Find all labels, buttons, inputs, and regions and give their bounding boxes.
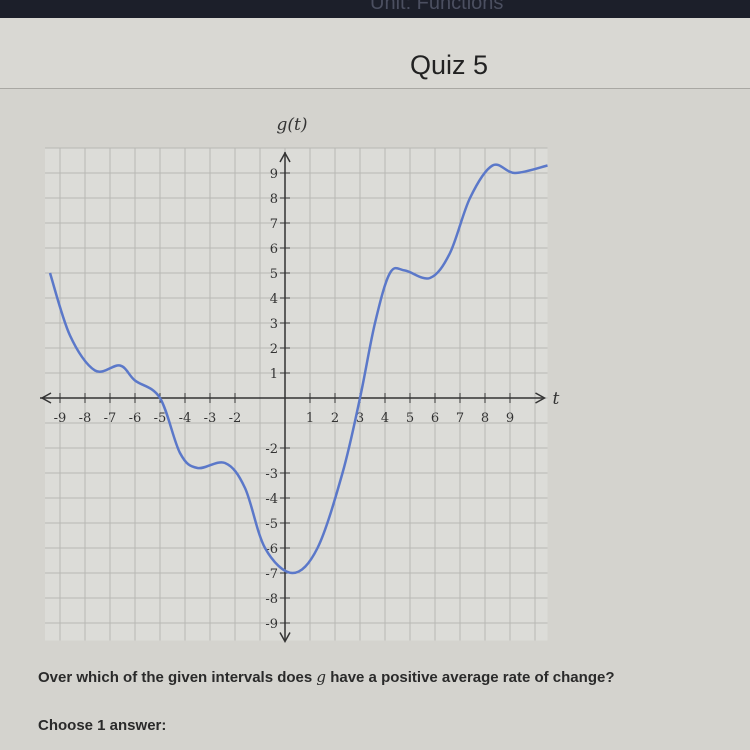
y-tick-label: -4 [265,492,278,507]
x-tick-label: 2 [331,411,339,426]
x-axis-arrow [535,392,547,404]
plot-area [45,148,548,641]
x-tick-label: 3 [356,411,364,426]
y-tick-label: 5 [270,267,278,282]
page-title: Quiz 5 [410,50,489,80]
x-tick-label: 1 [306,411,314,426]
x-axis-arrow-left [40,392,52,404]
y-tick-label: 6 [270,242,278,257]
y-tick-label: 8 [270,192,278,207]
y-axis-arrow-bottom [279,632,291,644]
x-tick-label: 6 [431,411,439,426]
choose-label: Choose 1 answer: [38,717,167,734]
y-axis-label: g(t) [277,115,308,135]
x-tick-label: 4 [381,411,389,426]
question-before: Over which of the given intervals does [38,669,317,686]
x-axis-label: t [553,389,560,409]
y-tick-label: -7 [265,567,278,582]
x-tick-label: 9 [506,411,514,426]
y-tick-label: 7 [270,217,278,232]
function-curve [48,163,548,575]
question-text: Over which of the given intervals does g… [38,668,614,686]
y-tick-label: -8 [265,592,278,607]
top-bar: Unit: Functions [0,0,750,18]
y-tick-label: -2 [265,442,278,457]
header: Quiz 5 [0,18,750,89]
y-tick-label: -9 [265,617,278,632]
x-tick-label: -7 [104,411,117,426]
y-axis-arrow [279,151,291,163]
y-tick-label: -5 [265,517,278,532]
y-tick-label: 4 [270,292,278,307]
x-tick-label: -9 [54,411,67,426]
y-tick-label: 3 [270,317,278,332]
x-tick-label: 7 [456,411,464,426]
question-variable: g [316,668,327,686]
x-tick-label: -5 [154,411,167,426]
x-tick-label: -6 [129,411,142,426]
x-tick-label: -4 [179,411,192,426]
question-after: have a positive average rate of change? [326,669,615,686]
x-tick-label: -3 [204,411,217,426]
y-tick-label: 1 [270,367,278,382]
x-tick-label: -2 [229,411,242,426]
y-tick-label: -3 [265,467,278,482]
y-tick-label: 9 [270,167,278,182]
x-tick-label: -8 [79,411,92,426]
x-tick-label: 8 [481,411,489,426]
y-tick-label: 2 [270,342,278,357]
unit-title: Unit: Functions [370,0,504,14]
x-tick-label: 5 [406,411,414,426]
